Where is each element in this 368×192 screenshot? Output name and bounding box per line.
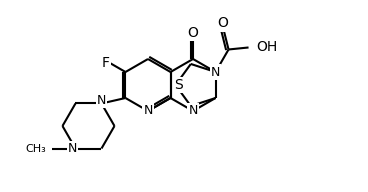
Text: CH₃: CH₃ [25, 143, 46, 154]
Text: N: N [188, 104, 198, 118]
Text: S: S [174, 78, 183, 92]
Text: N: N [68, 142, 77, 155]
Text: N: N [211, 65, 220, 79]
Text: F: F [102, 56, 110, 70]
Text: N: N [97, 94, 106, 107]
Text: N: N [143, 104, 153, 118]
Text: OH: OH [256, 41, 278, 55]
Text: O: O [217, 17, 228, 31]
Text: O: O [188, 26, 198, 40]
